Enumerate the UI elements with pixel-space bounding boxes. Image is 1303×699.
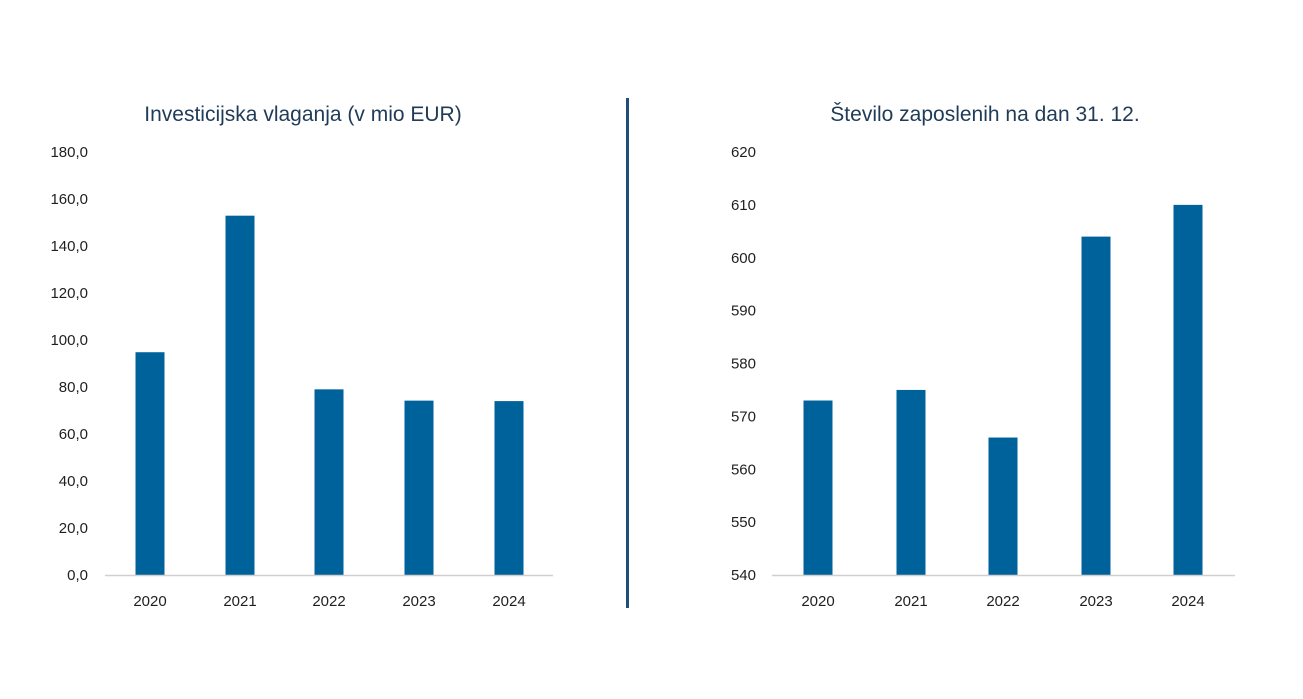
x-tick-label: 2021: [894, 593, 927, 610]
bar-2020: [803, 400, 833, 575]
y-tick-label: 580: [731, 356, 756, 373]
bar-2022: [314, 389, 344, 575]
y-tick-label: 40,0: [59, 473, 88, 490]
y-tick-label: 80,0: [59, 379, 88, 396]
y-tick-label: 570: [731, 408, 756, 425]
y-tick-label: 160,0: [50, 191, 88, 208]
y-tick-label: 60,0: [59, 426, 88, 443]
y-tick-label: 620: [731, 144, 756, 161]
y-tick-label: 100,0: [50, 332, 88, 349]
y-tick-label: 0,0: [67, 567, 88, 584]
x-tick-label: 2023: [1079, 593, 1112, 610]
bar-2021: [896, 389, 926, 575]
y-tick-label: 550: [731, 514, 756, 531]
chart-title: Število zaposlenih na dan 31. 12.: [830, 103, 1139, 126]
chart-employees: Število zaposlenih na dan 31. 12. 540 550 5…: [731, 103, 1235, 610]
x-tick-label: 2020: [801, 593, 834, 610]
bar-2022: [988, 437, 1018, 575]
x-tick-label: 2024: [1171, 593, 1204, 610]
y-tick-label: 600: [731, 250, 756, 267]
bar-2021: [225, 215, 255, 575]
bar-2020: [135, 352, 165, 575]
bar-2023: [404, 400, 434, 575]
bar-2024: [1173, 204, 1203, 575]
y-tick-label: 540: [731, 567, 756, 584]
y-tick-label: 590: [731, 303, 756, 320]
y-tick-label: 610: [731, 197, 756, 214]
x-tick-label: 2024: [492, 593, 525, 610]
x-tick-label: 2022: [312, 593, 345, 610]
bar-2024: [494, 401, 524, 575]
y-tick-label: 120,0: [50, 285, 88, 302]
y-tick-label: 180,0: [50, 144, 88, 161]
charts-divider: [626, 98, 629, 608]
chart-title: Investicijska vlaganja (v mio EUR): [144, 103, 461, 126]
bar-2023: [1081, 236, 1111, 575]
x-tick-label: 2023: [402, 593, 435, 610]
y-tick-label: 20,0: [59, 520, 88, 537]
chart-investment: Investicijska vlaganja (v mio EUR) 0,0 20,…: [50, 103, 553, 610]
y-tick-label: 140,0: [50, 238, 88, 255]
x-tick-label: 2020: [133, 593, 166, 610]
x-tick-label: 2022: [986, 593, 1019, 610]
x-tick-label: 2021: [223, 593, 256, 610]
y-tick-label: 560: [731, 461, 756, 478]
